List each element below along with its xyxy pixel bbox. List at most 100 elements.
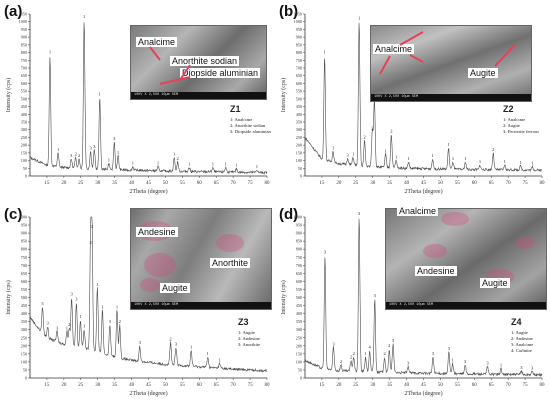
x-tick-label: 60: [197, 181, 203, 186]
sem-image: 10KV X 2,500 10µm SEM: [370, 25, 532, 102]
y-tick-label: 650: [21, 271, 27, 276]
y-tick-label: 50: [23, 166, 27, 171]
y-tick-label: 0: [25, 174, 27, 179]
x-tick-label: 40: [404, 181, 410, 186]
y-tick-label: 50: [298, 367, 302, 372]
y-tick-label: 600: [296, 81, 302, 86]
y-tick-label: 900: [21, 231, 27, 236]
panel-label: (a): [4, 3, 23, 20]
x-tick-label: 45: [146, 181, 152, 186]
peak-label: 1: [364, 351, 366, 356]
peak-label: 3: [93, 144, 96, 149]
peak-label: 1: [157, 161, 159, 166]
y-tick-label: 850: [21, 42, 27, 47]
peak-label: 3: [91, 224, 94, 229]
x-tick-label: 25: [353, 383, 359, 388]
y-tick-label: 450: [296, 104, 302, 109]
peak-label: 1: [212, 162, 214, 167]
peak-label: 3: [56, 325, 59, 330]
y-tick-label: 1050: [294, 12, 302, 17]
image-label-anorthite-sodian: Anorthite sodian: [170, 56, 240, 66]
legend-item: 3: Ferrierite ferrous: [503, 129, 539, 134]
x-tick-label: 50: [438, 383, 444, 388]
y-tick-label: 550: [21, 287, 27, 292]
peak-label: 3: [347, 152, 350, 157]
peak-label: 2: [388, 343, 390, 348]
y-tick-label: 200: [21, 143, 27, 148]
sem-image: 10KV X 2,500 10µm SEM: [130, 208, 272, 310]
y-tick-label: 350: [296, 120, 302, 125]
y-tick-label: 0: [300, 376, 302, 381]
x-tick-label: 40: [129, 383, 135, 388]
mineral-legend: 1: Analcime 2: Augite 3: Ferrierite ferr…: [503, 117, 539, 135]
y-tick-label: 100: [21, 158, 27, 163]
peak-label: 1: [447, 142, 449, 147]
sem-info-bar: 10KV X 2,500 10µm SEM: [371, 94, 531, 101]
peak-label: 3: [392, 338, 395, 343]
x-tick-label: 55: [180, 181, 186, 186]
xrd-chart-d: 0501001502002503003504004505005506006507…: [280, 211, 545, 397]
peak-label: 3: [324, 250, 327, 255]
x-tick-label: 75: [248, 181, 254, 186]
y-tick-label: 950: [21, 27, 27, 32]
peak-label: 1: [332, 145, 334, 150]
peak-label: 3: [75, 296, 78, 301]
y-tick-label: 300: [296, 127, 302, 132]
x-tick-label: 15: [44, 383, 50, 388]
xrd-chart-c: 0501001502002503003504004505005506006507…: [5, 215, 270, 398]
y-tick-label: 450: [21, 104, 27, 109]
xrd-pattern-line: [29, 22, 268, 175]
peak-label: 2: [75, 151, 77, 156]
y-tick-label: 400: [21, 311, 27, 316]
peak-label: 1: [256, 164, 258, 169]
peak-label: 1: [395, 155, 397, 160]
peak-label: 3: [407, 361, 410, 366]
x-tick-label: 30: [370, 383, 376, 388]
sem-info-bar: 10KV X 2,500 10µm SEM: [131, 302, 271, 309]
x-tick-label: 75: [248, 383, 254, 388]
x-tick-label: 20: [336, 181, 342, 186]
x-tick-label: 50: [163, 383, 169, 388]
legend-item: 1: Analcime: [230, 117, 253, 122]
x-tick-label: 45: [146, 383, 152, 388]
image-label-analcime: Analcime: [397, 206, 439, 216]
y-tick-label: 0: [25, 376, 27, 381]
y-tick-label: 150: [296, 351, 302, 356]
x-tick-label: 55: [180, 383, 186, 388]
sample-label: Z1: [230, 104, 241, 114]
y-tick-label: 300: [296, 327, 302, 332]
y-tick-label: 350: [296, 319, 302, 324]
peak-label: 1: [83, 14, 85, 19]
mineral-legend: 1: Augite 2: Andesine 3: Analcime 4: Car…: [511, 330, 533, 354]
legend-item: 4: Carlinite: [511, 348, 532, 353]
peak-label: 1: [352, 151, 354, 156]
y-tick-label: 900: [296, 231, 302, 236]
x-axis-label: 2Theta (degree): [129, 390, 167, 397]
peak-label: 1: [520, 160, 522, 165]
peak-label: 3: [432, 351, 435, 356]
y-tick-label: 800: [296, 50, 302, 55]
y-tick-label: 800: [21, 50, 27, 55]
x-tick-label: 35: [112, 181, 118, 186]
peak-label: 1: [116, 304, 118, 309]
x-axis-label: 2Theta (degree): [129, 188, 167, 195]
peak-label: 1: [101, 304, 103, 309]
peak-label: 3: [531, 366, 534, 371]
sample-label: Z4: [511, 317, 522, 327]
image-label-augite: Augite: [480, 278, 510, 288]
legend-item: 1: Analcime: [503, 117, 526, 122]
peak-label: 1: [96, 282, 98, 287]
peak-label: 2: [353, 351, 355, 356]
xrd-pattern-line: [304, 22, 543, 173]
x-tick-label: 15: [319, 383, 325, 388]
x-tick-label: 65: [489, 383, 495, 388]
y-tick-label: 800: [21, 247, 27, 252]
x-tick-label: 75: [523, 181, 529, 186]
x-tick-label: 70: [231, 383, 237, 388]
peak-label: 2: [68, 322, 70, 327]
peak-label: 2: [371, 125, 373, 130]
y-tick-label: 750: [296, 255, 302, 260]
y-tick-label: 150: [296, 150, 302, 155]
mineral-legend: 1: Analcime 2: Anorthite sodian 3: Diops…: [230, 117, 271, 135]
x-tick-label: 20: [61, 383, 67, 388]
